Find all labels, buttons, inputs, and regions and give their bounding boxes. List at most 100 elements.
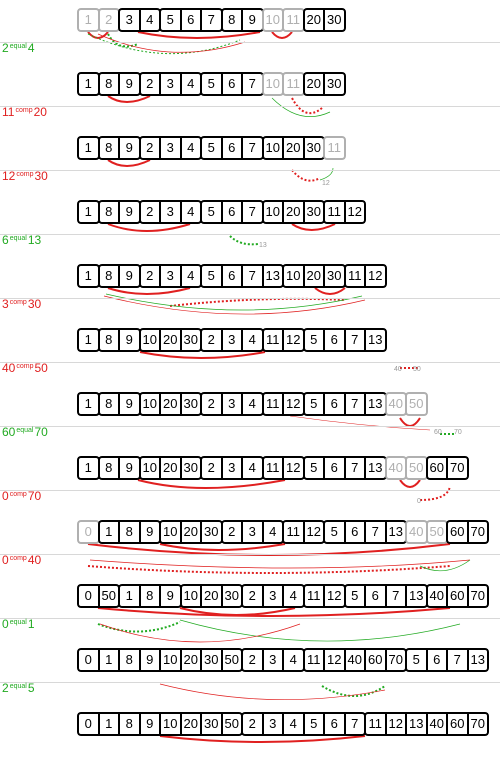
cell: 2 (242, 649, 263, 671)
link-arc (87, 33, 241, 55)
cell: 20 (303, 73, 324, 95)
cell: 12 (365, 265, 386, 287)
link-arc (97, 33, 246, 53)
cell: 2 (139, 201, 160, 223)
link-arc (97, 621, 181, 633)
cell: 8 (98, 329, 119, 351)
cell: 13 (365, 329, 386, 351)
step-right-value: 70 (27, 489, 42, 503)
cell: 20 (160, 457, 181, 479)
value-annotation: 0 (417, 498, 421, 505)
cell: 6 (324, 329, 345, 351)
cell: 1 (78, 457, 99, 479)
cell: 11 (262, 393, 283, 415)
cell: 5 (201, 201, 222, 223)
cell: 8 (98, 457, 119, 479)
cell: 70 (385, 649, 406, 671)
step-right-value: 70 (34, 425, 48, 439)
link-arc (399, 417, 421, 427)
cell: 4 (180, 265, 201, 287)
cell: 30 (201, 649, 222, 671)
cell: 6 (324, 393, 345, 415)
cell: 0 (78, 585, 99, 607)
cell: 11 (283, 73, 304, 95)
step-divider (0, 490, 500, 491)
cell: 20 (303, 9, 324, 31)
cell: 11 (262, 457, 283, 479)
cell: 50 (406, 393, 427, 415)
cell: 8 (119, 649, 140, 671)
cell: 9 (242, 9, 263, 31)
cell: 50 (98, 585, 119, 607)
link-arc (159, 735, 366, 743)
step-left-value: 40 (2, 361, 16, 375)
cell: 60 (447, 521, 468, 543)
step-right-value: 5 (27, 681, 35, 695)
cell: 4 (283, 649, 304, 671)
cell: 7 (344, 329, 365, 351)
step-label: 0comp40 (2, 553, 41, 567)
step-divider (0, 682, 500, 683)
cell: 7 (242, 73, 263, 95)
cell: 1 (78, 201, 99, 223)
step-divider (0, 618, 500, 619)
cell: 2 (139, 265, 160, 287)
cell: 10 (139, 329, 160, 351)
cell: 20 (283, 201, 304, 223)
cell: 30 (180, 329, 201, 351)
cell: 8 (98, 137, 119, 159)
cell: 12 (344, 201, 365, 223)
step-right-value: 20 (33, 105, 47, 119)
cell: 70 (447, 457, 468, 479)
link-arc (419, 485, 451, 501)
cell: 7 (344, 713, 365, 735)
cell: 2 (201, 457, 222, 479)
step-left-value: 3 (2, 297, 9, 311)
cell: 4 (180, 137, 201, 159)
cell: 2 (139, 137, 160, 159)
cell: 13 (365, 457, 386, 479)
cell: 5 (160, 9, 181, 31)
cell: 3 (262, 585, 283, 607)
cell: 4 (242, 393, 263, 415)
cell: 1 (98, 713, 119, 735)
step-label: 0equal1 (2, 617, 35, 631)
cell: 0 (78, 713, 99, 735)
cell: 1 (98, 521, 119, 543)
link-arc (105, 293, 363, 311)
cell: 11 (283, 9, 304, 31)
cell: 50 (406, 457, 427, 479)
link-arc (107, 95, 151, 103)
step-label: 3comp30 (2, 297, 41, 311)
step-operator: equal (9, 683, 27, 690)
cell: 30 (201, 521, 222, 543)
cell: 9 (119, 137, 140, 159)
cell: 60 (447, 585, 468, 607)
step-divider (0, 42, 500, 43)
step-right-value: 30 (34, 169, 48, 183)
step-operator: comp (9, 299, 27, 306)
cell: 10 (262, 201, 283, 223)
cell: 30 (180, 457, 201, 479)
link-arc (321, 685, 386, 697)
link-arc (271, 97, 331, 118)
cell: 2 (221, 521, 242, 543)
cell: 13 (406, 713, 427, 735)
cell: 60 (447, 713, 468, 735)
step-left-value: 2 (2, 41, 9, 55)
cell: 30 (221, 585, 242, 607)
link-arc (314, 287, 346, 295)
cell: 3 (160, 73, 181, 95)
step-label: 60equal70 (2, 425, 48, 439)
cell: 8 (98, 73, 119, 95)
link-arc (169, 297, 346, 307)
cell: 6 (365, 585, 386, 607)
cell: 8 (221, 9, 242, 31)
step-left-value: 0 (2, 617, 9, 631)
cell: 30 (324, 73, 345, 95)
cell: 5 (201, 137, 222, 159)
cell: 12 (283, 329, 304, 351)
cell: 10 (160, 713, 181, 735)
cell: 30 (180, 393, 201, 415)
cell: 4 (262, 521, 283, 543)
